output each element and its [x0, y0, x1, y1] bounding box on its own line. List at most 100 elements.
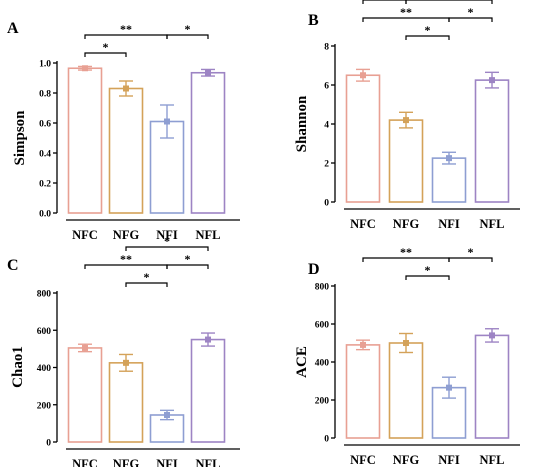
significance-bracket — [448, 257, 493, 262]
y-axis-label: Shannon — [294, 95, 310, 152]
bar-nfc — [345, 74, 381, 203]
panel-letter: D — [308, 261, 320, 278]
y-tick-label: 0.2 — [39, 180, 51, 190]
y-axis-label: Chao1 — [10, 346, 26, 388]
x-tick-label: NFC — [72, 457, 98, 467]
y-tick-label: 800 — [315, 283, 330, 293]
y-tick-label: 2 — [324, 160, 329, 170]
mean-marker — [123, 359, 129, 366]
y-tick-label: 4 — [324, 121, 329, 131]
y-tick-label: 0 — [324, 199, 329, 209]
bar-nfl — [474, 79, 510, 203]
panel-letter: C — [7, 257, 19, 274]
x-tick-label: NFG — [113, 228, 140, 242]
x-tick-label: NFG — [113, 457, 140, 467]
significance-label: ** — [443, 0, 455, 1]
bar-nfc — [345, 344, 381, 439]
significance-label: * — [144, 270, 150, 284]
bar-nfg — [108, 362, 144, 443]
y-tick-label: 0.6 — [39, 120, 51, 130]
y-tick-label: 200 — [315, 397, 330, 407]
bar-nfi — [431, 386, 467, 439]
panel-letter: B — [308, 12, 319, 29]
y-tick-label: 600 — [315, 321, 330, 331]
y-tick-label: 6 — [324, 82, 329, 92]
y-tick-label: 400 — [37, 364, 52, 374]
mean-marker — [360, 72, 366, 79]
significance-label: * — [425, 23, 431, 37]
x-tick-label: NFL — [480, 217, 505, 231]
y-tick-label: 400 — [315, 359, 330, 369]
y-axis-label: Simpson — [12, 110, 28, 166]
x-tick-label: NFI — [438, 217, 460, 231]
significance-label: ** — [120, 22, 132, 36]
y-axis-label: ACE — [294, 346, 310, 378]
significance-label: ** — [120, 252, 132, 266]
significance-label: * — [164, 234, 170, 248]
significance-bracket — [166, 34, 209, 39]
significance-label: ** — [400, 245, 412, 259]
y-tick-label: 0.4 — [39, 150, 51, 160]
bar-nfl — [474, 334, 510, 439]
significance-bracket — [405, 275, 450, 280]
significance-label: * — [185, 22, 191, 36]
bar-nfg — [108, 87, 144, 214]
significance-bracket — [125, 246, 209, 251]
significance-bracket — [448, 17, 493, 22]
mean-marker — [205, 336, 211, 343]
x-tick-label: NFL — [480, 453, 505, 467]
mean-marker — [164, 118, 170, 125]
x-tick-label: NFC — [350, 217, 376, 231]
bar-nfc — [67, 347, 103, 443]
panel-letter: A — [7, 20, 19, 37]
y-tick-label: 0.0 — [39, 210, 51, 220]
significance-label: * — [468, 5, 474, 19]
y-tick-label: 600 — [37, 327, 52, 337]
significance-bracket — [405, 35, 450, 40]
significance-label: * — [382, 0, 388, 1]
mean-marker — [205, 69, 211, 76]
y-tick-label: 1.0 — [39, 60, 51, 70]
mean-marker — [360, 341, 366, 348]
mean-marker — [446, 155, 452, 162]
y-tick-label: 8 — [324, 43, 329, 53]
bar-nfi — [431, 157, 467, 203]
x-tick-label: NFG — [393, 453, 420, 467]
bar-nfc — [67, 67, 103, 214]
x-tick-label: NFI — [438, 453, 460, 467]
y-tick-label: 800 — [37, 290, 52, 300]
bar-nfi — [149, 120, 185, 214]
significance-label: * — [468, 245, 474, 259]
mean-marker — [123, 85, 129, 92]
significance-label: * — [185, 252, 191, 266]
mean-marker — [489, 77, 495, 84]
mean-marker — [82, 344, 88, 351]
x-tick-label: NFC — [350, 453, 376, 467]
significance-bracket — [125, 282, 168, 287]
x-tick-label: NFI — [156, 228, 178, 242]
y-tick-label: 200 — [37, 401, 52, 411]
x-tick-label: NFL — [196, 457, 221, 467]
significance-bracket — [362, 0, 407, 4]
y-tick-label: 0.8 — [39, 90, 51, 100]
x-tick-label: NFI — [156, 457, 178, 467]
y-tick-label: 0 — [46, 439, 51, 449]
bar-nfl — [190, 71, 226, 214]
significance-label: * — [425, 263, 431, 277]
mean-marker — [403, 117, 409, 124]
significance-bracket — [166, 264, 209, 269]
y-tick-label: 0 — [324, 435, 329, 445]
mean-marker — [489, 332, 495, 339]
bar-nfg — [388, 342, 424, 439]
significance-label: ** — [400, 5, 412, 19]
x-tick-label: NFL — [196, 228, 221, 242]
bar-nfl — [190, 338, 226, 443]
significance-label: * — [103, 40, 109, 54]
significance-bracket — [84, 52, 127, 57]
x-tick-label: NFG — [393, 217, 420, 231]
